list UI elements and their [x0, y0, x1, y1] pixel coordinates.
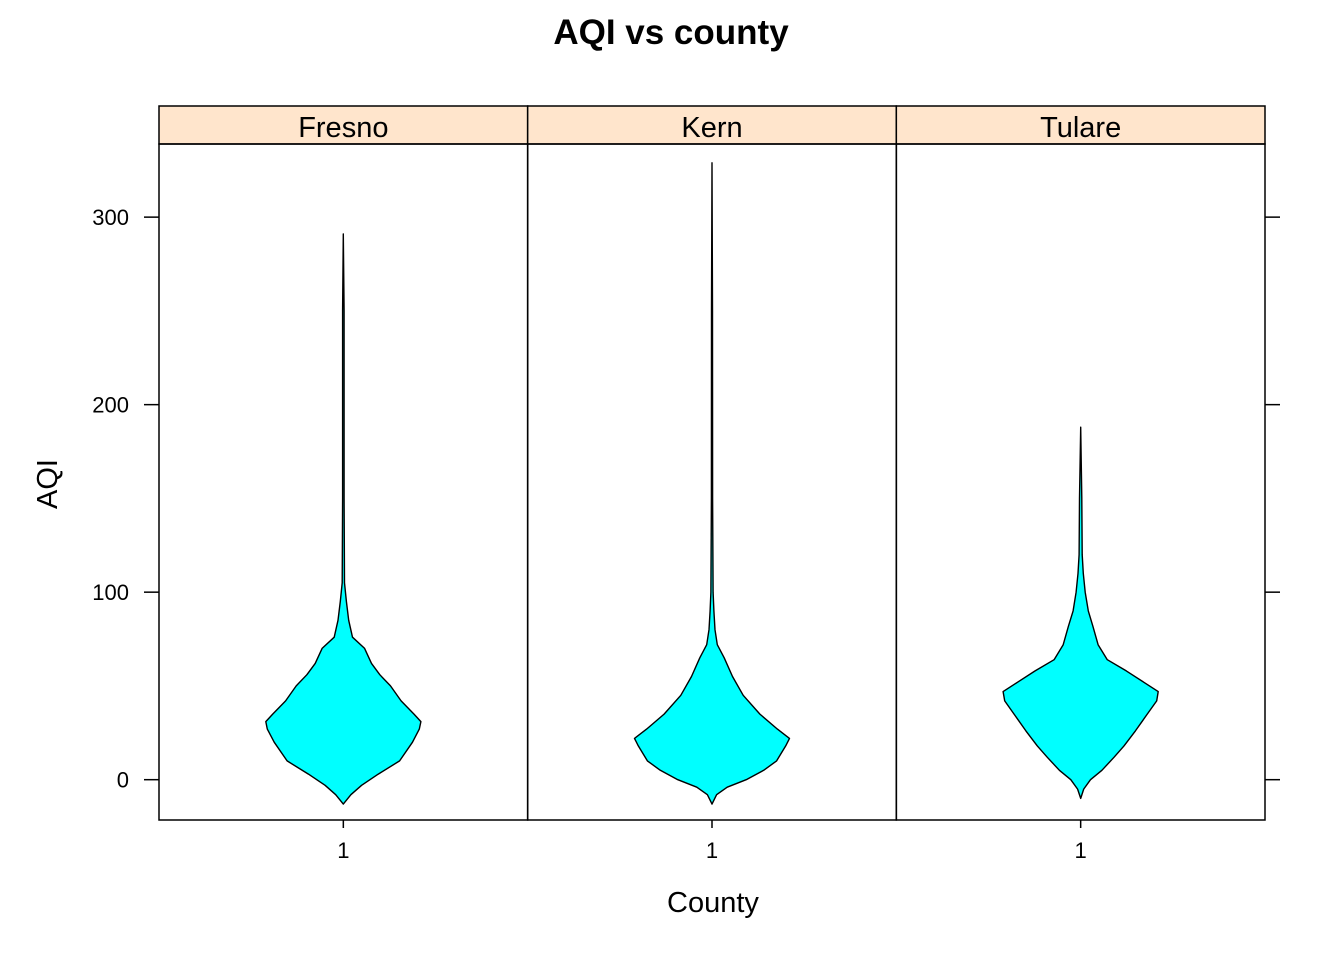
x-tick-label: 1 [706, 838, 718, 863]
x-tick-label: 1 [337, 838, 349, 863]
panel-fresno: Fresno [158, 105, 529, 821]
y-tick-label: 200 [92, 393, 129, 418]
strip-header [158, 105, 529, 145]
x-tick-label: 1 [1075, 838, 1087, 863]
panels: Fresno Kern Tulare [158, 105, 1266, 821]
y-tick-label: 300 [92, 205, 129, 230]
violin-kern [633, 162, 791, 805]
violin-tulare [1002, 426, 1159, 800]
strip-label: Kern [681, 112, 742, 144]
y-axis: 0 100 200 300 [92, 205, 1280, 793]
violin-fresno [265, 233, 422, 805]
strip-header [895, 105, 1266, 145]
y-axis-label: AQI [32, 459, 64, 509]
panel-kern: Kern [526, 105, 898, 821]
y-tick-label: 100 [92, 580, 129, 605]
x-axis: 1 1 1 [337, 820, 1087, 863]
strip-label: Fresno [298, 112, 388, 144]
x-axis-label: County [667, 887, 759, 919]
chart-title: AQI vs county [553, 13, 789, 52]
strip-label: Tulare [1040, 112, 1121, 144]
y-tick-label: 0 [117, 768, 129, 793]
strip-header [526, 105, 898, 145]
panel-tulare: Tulare [895, 105, 1266, 821]
